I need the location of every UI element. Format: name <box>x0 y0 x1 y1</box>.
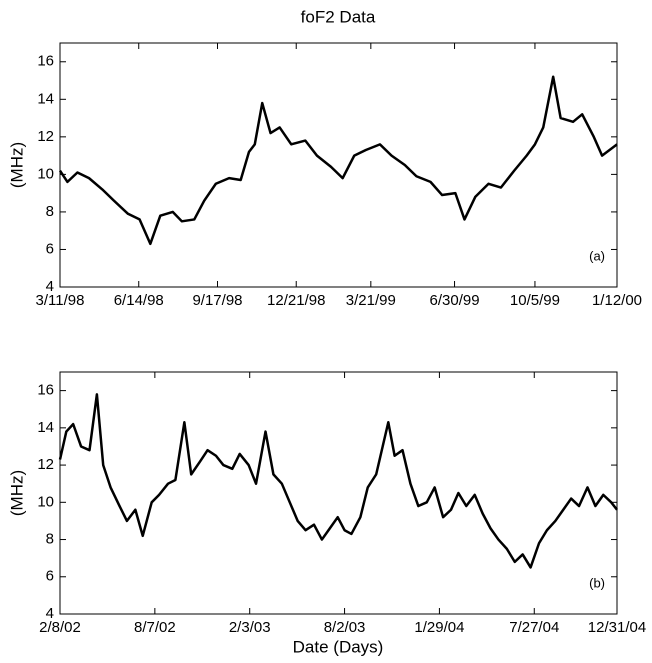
data-line <box>58 393 618 569</box>
plot-frame <box>59 371 618 615</box>
y-axis-label: (MHz) <box>7 470 26 516</box>
y-tick-label: 16 <box>37 382 54 399</box>
y-tick-label: 6 <box>46 568 54 585</box>
y-tick-label: 10 <box>37 165 54 182</box>
data-line <box>58 75 618 246</box>
x-tick-label: 9/17/98 <box>192 292 242 309</box>
y-tick-label: 4 <box>46 278 54 295</box>
y-tick-label: 14 <box>37 419 54 436</box>
x-tick-label: 1/29/04 <box>414 619 464 636</box>
x-tick-label: 3/21/99 <box>346 292 396 309</box>
x-axis-label: Date (Days) <box>293 637 384 656</box>
panel-annotation: (b) <box>589 575 605 590</box>
x-tick-label: 1/12/00 <box>592 292 642 309</box>
panel-annotation: (a) <box>589 248 605 263</box>
y-tick-label: 12 <box>37 128 54 145</box>
y-tick-label: 10 <box>37 493 54 510</box>
x-tick-label: 8/2/03 <box>324 619 366 636</box>
x-tick-label: 8/7/02 <box>134 619 176 636</box>
chart-title: foF2 Data <box>301 7 376 26</box>
y-tick-label: 14 <box>37 90 54 107</box>
y-tick-label: 4 <box>46 605 54 622</box>
y-tick-label: 8 <box>46 531 54 548</box>
plot-frame <box>59 42 618 288</box>
y-tick-label: 8 <box>46 203 54 220</box>
x-tick-label: 2/8/02 <box>39 619 81 636</box>
y-axis-label: (MHz) <box>7 142 26 188</box>
x-tick-label: 10/5/99 <box>510 292 560 309</box>
y-tick-label: 6 <box>46 240 54 257</box>
x-tick-label: 2/3/03 <box>229 619 271 636</box>
y-tick-label: 12 <box>37 456 54 473</box>
y-tick-label: 16 <box>37 53 54 70</box>
x-tick-label: 12/21/98 <box>267 292 325 309</box>
x-tick-label: 12/31/04 <box>588 619 646 636</box>
x-tick-label: 6/14/98 <box>114 292 164 309</box>
x-tick-label: 3/11/98 <box>36 292 85 309</box>
x-tick-label: 7/27/04 <box>509 619 559 636</box>
x-tick-label: 6/30/99 <box>430 292 480 309</box>
